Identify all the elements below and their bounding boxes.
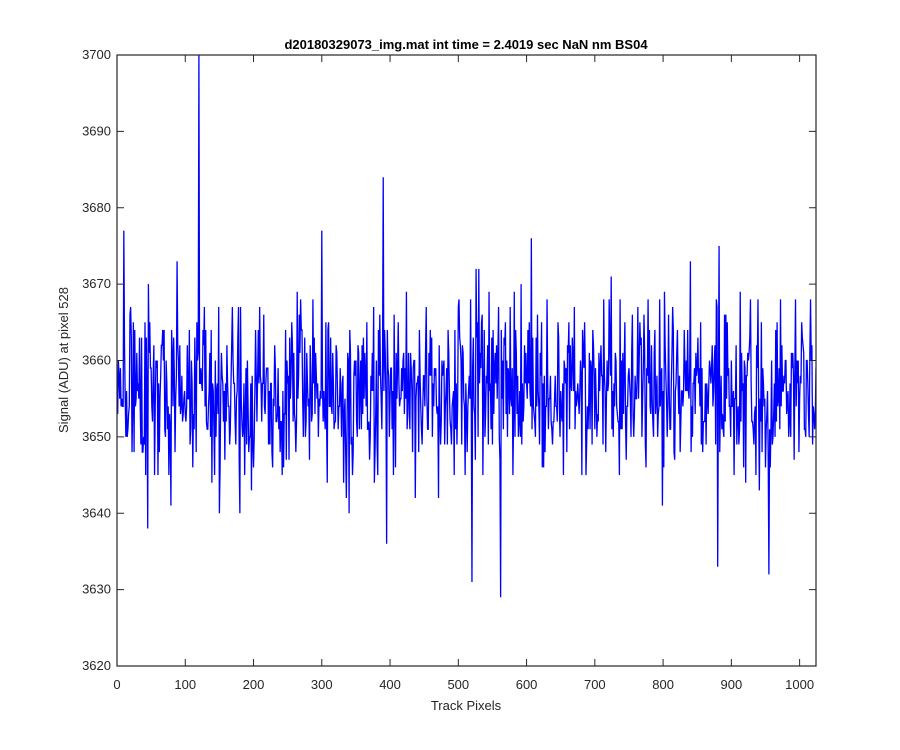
x-tick-label: 0 [113,677,120,692]
y-axis-label: Signal (ADU) at pixel 528 [56,287,71,433]
y-tick-label: 3630 [82,582,111,597]
axes-box [116,54,817,667]
y-tick-label: 3670 [82,276,111,291]
y-tick-label: 3660 [82,353,111,368]
x-tick-label: 500 [447,677,469,692]
x-tick-label: 900 [721,677,743,692]
x-tick-label: 600 [516,677,538,692]
y-tick-label: 3620 [82,658,111,673]
y-tick-label: 3690 [82,123,111,138]
series-layer [117,55,816,598]
x-tick-label: 800 [652,677,674,692]
y-tick-label: 3640 [82,505,111,520]
x-tick-label: 300 [311,677,333,692]
x-tick-label: 100 [174,677,196,692]
x-tick-label: 200 [243,677,265,692]
x-axis-label: Track Pixels [431,698,502,713]
y-tick-label: 3650 [82,429,111,444]
y-tick-label: 3680 [82,200,111,215]
x-tick-label: 400 [379,677,401,692]
signal-line [117,55,816,598]
tick-labels: 0 100 200 300 400 500 600 700 800 900 1000 3620 3630… [82,47,814,692]
x-tick-label: 700 [584,677,606,692]
chart-title: d20180329073_img.mat int time = 2.4019 s… [284,37,648,52]
y-tick-label: 3700 [82,47,111,62]
x-tick-label: 1000 [785,677,814,692]
